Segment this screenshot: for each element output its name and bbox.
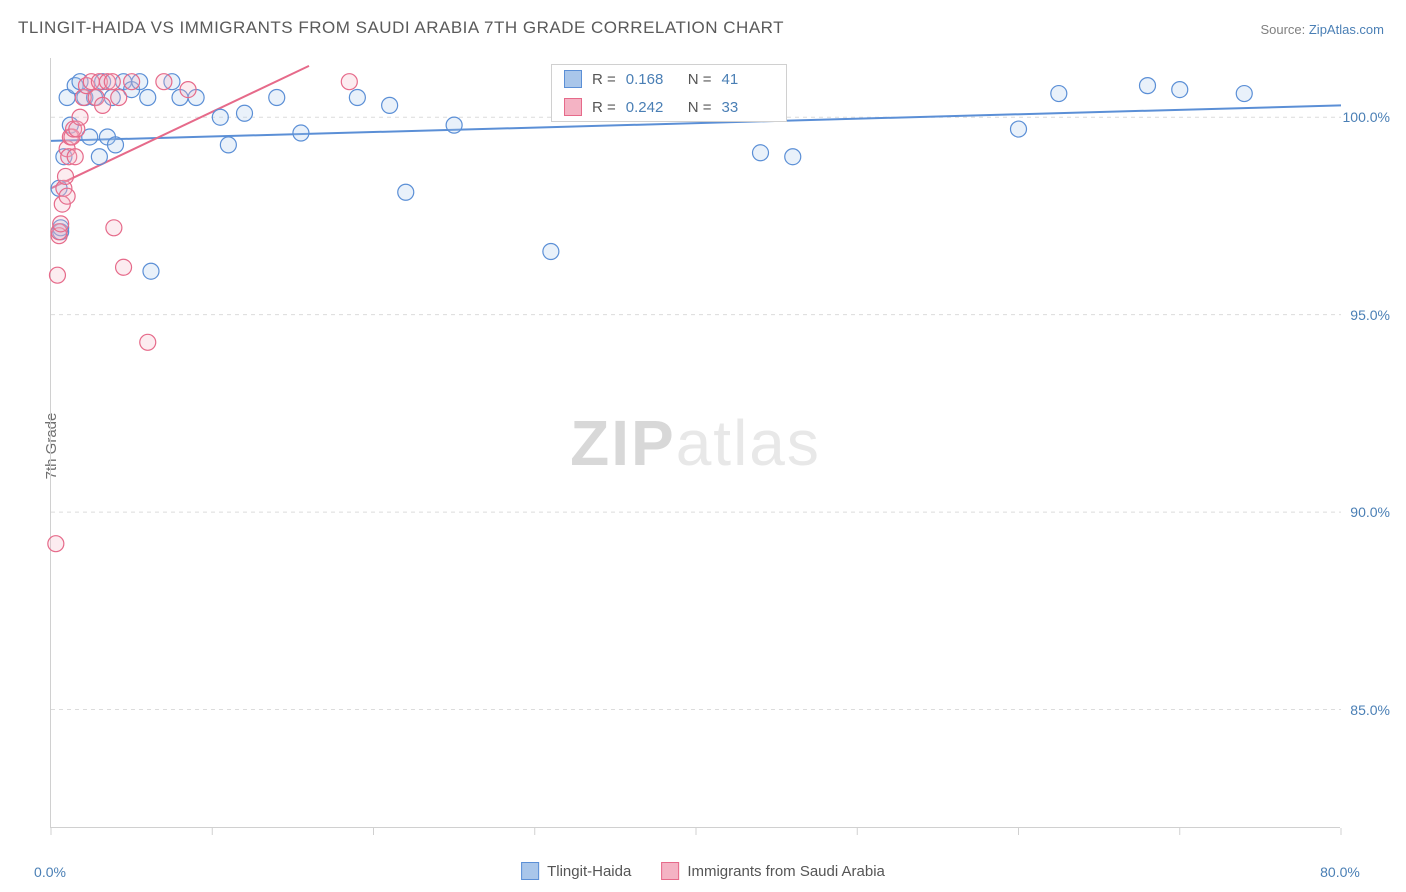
y-tick-label: 95.0% bbox=[1350, 307, 1390, 323]
stats-r-label-1: R = bbox=[592, 99, 616, 116]
source-attribution: Source: ZipAtlas.com bbox=[1260, 22, 1384, 37]
y-tick-label: 100.0% bbox=[1343, 109, 1390, 125]
legend: Tlingit-Haida Immigrants from Saudi Arab… bbox=[521, 862, 885, 880]
stats-n-val-0: 41 bbox=[722, 71, 774, 88]
legend-label-0: Tlingit-Haida bbox=[547, 863, 631, 880]
x-tick-label: 80.0% bbox=[1320, 864, 1360, 880]
stats-box: R = 0.168 N = 41 R = 0.242 N = 33 bbox=[551, 64, 787, 122]
chart-title: TLINGIT-HAIDA VS IMMIGRANTS FROM SAUDI A… bbox=[18, 18, 784, 38]
x-tick-label: 0.0% bbox=[34, 864, 66, 880]
stats-r-label-0: R = bbox=[592, 71, 616, 88]
y-tick-label: 85.0% bbox=[1350, 702, 1390, 718]
legend-swatch-0 bbox=[521, 862, 539, 880]
source-label: Source: bbox=[1260, 22, 1308, 37]
stats-n-val-1: 33 bbox=[722, 99, 774, 116]
legend-swatch-1 bbox=[661, 862, 679, 880]
stats-swatch-0 bbox=[564, 70, 582, 88]
stats-n-label-1: N = bbox=[688, 99, 712, 116]
y-tick-label: 90.0% bbox=[1350, 504, 1390, 520]
stats-row-0: R = 0.168 N = 41 bbox=[552, 65, 786, 93]
legend-item-1: Immigrants from Saudi Arabia bbox=[661, 862, 885, 880]
legend-item-0: Tlingit-Haida bbox=[521, 862, 631, 880]
stats-r-val-1: 0.242 bbox=[626, 99, 678, 116]
stats-swatch-1 bbox=[564, 98, 582, 116]
stats-row-1: R = 0.242 N = 33 bbox=[552, 93, 786, 121]
stats-r-val-0: 0.168 bbox=[626, 71, 678, 88]
plot-area: ZIPatlas R = 0.168 N = 41 R = 0.242 N = … bbox=[50, 58, 1340, 828]
stats-n-label-0: N = bbox=[688, 71, 712, 88]
legend-label-1: Immigrants from Saudi Arabia bbox=[687, 863, 885, 880]
source-link[interactable]: ZipAtlas.com bbox=[1309, 22, 1384, 37]
chart-container: TLINGIT-HAIDA VS IMMIGRANTS FROM SAUDI A… bbox=[0, 0, 1406, 892]
chart-svg bbox=[51, 58, 1340, 827]
